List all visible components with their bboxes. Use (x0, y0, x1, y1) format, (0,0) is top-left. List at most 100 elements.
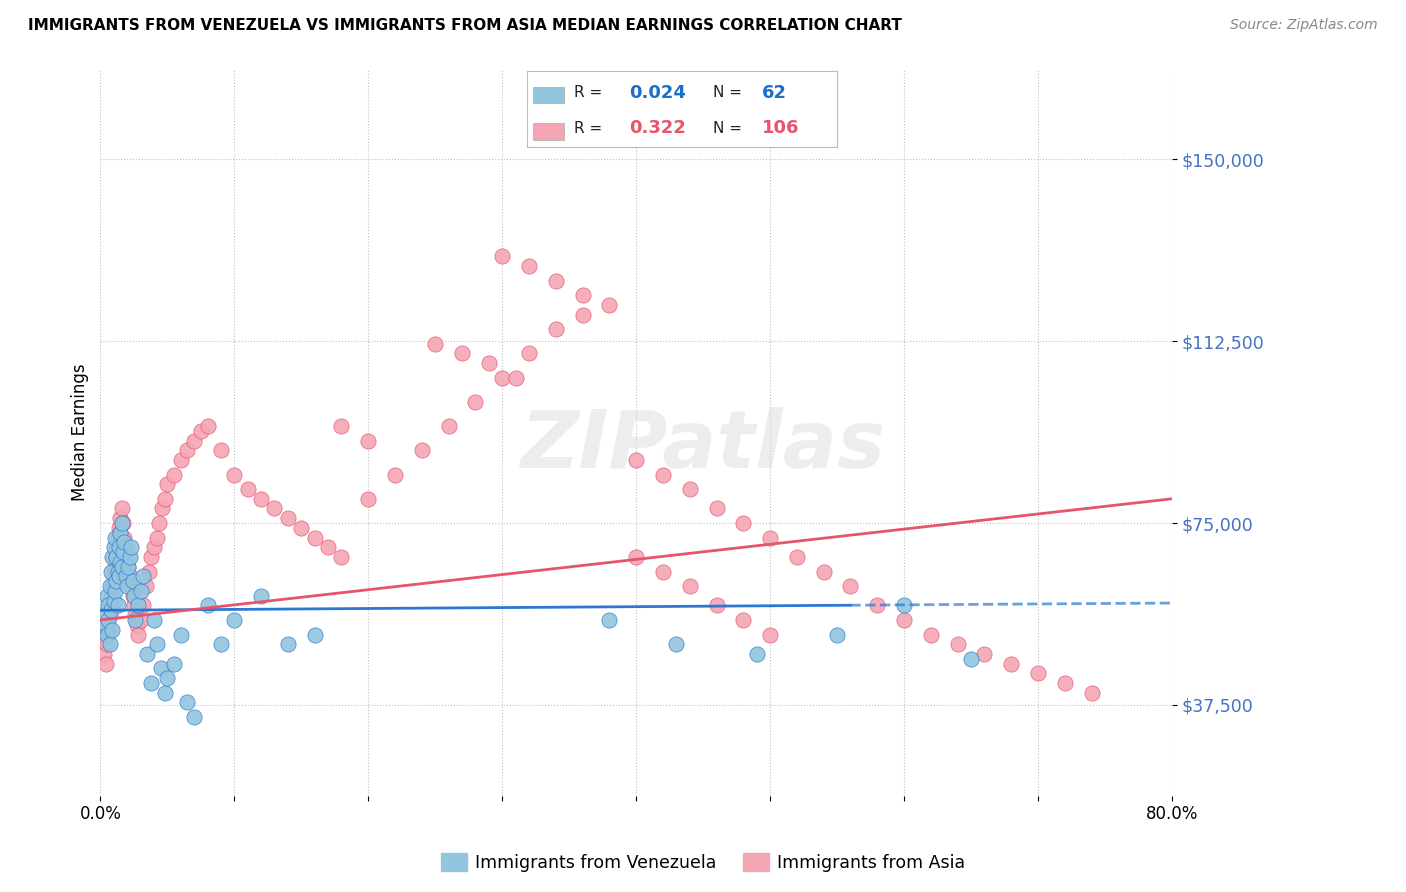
Point (624, 549, 647, 564)
Point (117, 559, 139, 574)
Point (96, 637, 118, 651)
Y-axis label: Median Earnings: Median Earnings (72, 363, 89, 501)
Point (759, 531, 782, 545)
Point (733, 613, 755, 627)
Point (304, 627, 326, 641)
Point (652, 467, 675, 482)
Point (679, 482, 702, 496)
Point (117, 559, 139, 574)
Point (103, 541, 125, 555)
Point (263, 501, 285, 516)
Point (100, 603, 122, 617)
Point (93, 647, 115, 661)
Point (129, 613, 152, 627)
Point (110, 555, 132, 569)
Point (98, 599, 121, 613)
Point (114, 569, 136, 583)
Point (127, 627, 149, 641)
Point (112, 516, 135, 530)
Point (156, 671, 179, 685)
Point (103, 593, 125, 607)
Point (141, 549, 163, 564)
Point (124, 608, 146, 623)
Point (437, 419, 460, 434)
Point (93, 608, 115, 623)
Point (111, 559, 134, 574)
Point (107, 565, 129, 579)
Text: N =: N = (713, 120, 742, 136)
Point (1000, 657, 1022, 671)
Text: 106: 106 (762, 120, 800, 137)
FancyBboxPatch shape (533, 123, 564, 140)
Point (96, 627, 118, 641)
Point (706, 501, 728, 516)
Point (491, 249, 513, 263)
Point (236, 482, 259, 496)
Point (1053, 676, 1076, 690)
Point (135, 579, 157, 593)
Point (170, 453, 193, 467)
Point (98, 579, 121, 593)
Point (163, 657, 186, 671)
Point (122, 589, 145, 603)
Point (98, 637, 121, 651)
Point (745, 647, 768, 661)
Point (176, 443, 198, 458)
Legend: Immigrants from Venezuela, Immigrants from Asia: Immigrants from Venezuela, Immigrants fr… (433, 847, 973, 879)
Point (153, 686, 176, 700)
Text: IMMIGRANTS FROM VENEZUELA VS IMMIGRANTS FROM ASIA MEDIAN EARNINGS CORRELATION CH: IMMIGRANTS FROM VENEZUELA VS IMMIGRANTS … (28, 18, 903, 33)
Point (759, 627, 782, 641)
Point (110, 525, 132, 540)
Point (1080, 686, 1102, 700)
Point (197, 419, 219, 434)
Point (115, 549, 138, 564)
Point (104, 531, 127, 545)
Point (97, 613, 120, 627)
Point (96, 627, 118, 641)
Point (105, 549, 128, 564)
Point (101, 589, 124, 603)
Point (304, 531, 326, 545)
Point (156, 477, 179, 491)
FancyBboxPatch shape (533, 87, 564, 103)
Point (786, 549, 808, 564)
Point (544, 274, 567, 288)
Point (145, 637, 167, 651)
Point (118, 549, 141, 564)
Point (190, 424, 212, 438)
Point (517, 346, 540, 360)
Point (97, 613, 120, 627)
Text: ZIPatlas: ZIPatlas (520, 407, 886, 485)
Point (136, 647, 159, 661)
Point (224, 467, 246, 482)
Point (571, 308, 593, 322)
Text: R =: R = (574, 120, 602, 136)
Point (330, 419, 353, 434)
Point (920, 627, 942, 641)
Point (505, 370, 527, 384)
Point (150, 501, 173, 516)
Point (127, 599, 149, 613)
Point (104, 549, 127, 564)
Point (104, 583, 127, 598)
Point (973, 647, 995, 661)
Point (101, 623, 124, 637)
Point (277, 511, 299, 525)
Point (813, 565, 835, 579)
Point (679, 579, 702, 593)
Point (250, 589, 273, 603)
Point (706, 599, 728, 613)
Point (107, 599, 129, 613)
Point (141, 676, 163, 690)
Point (598, 613, 620, 627)
Text: 0.024: 0.024 (630, 84, 686, 102)
Point (316, 541, 339, 555)
Point (108, 541, 131, 555)
Point (357, 434, 380, 448)
Point (132, 569, 155, 583)
Point (148, 516, 170, 530)
Point (108, 521, 131, 535)
Point (176, 695, 198, 709)
Point (652, 565, 675, 579)
Point (110, 511, 132, 525)
